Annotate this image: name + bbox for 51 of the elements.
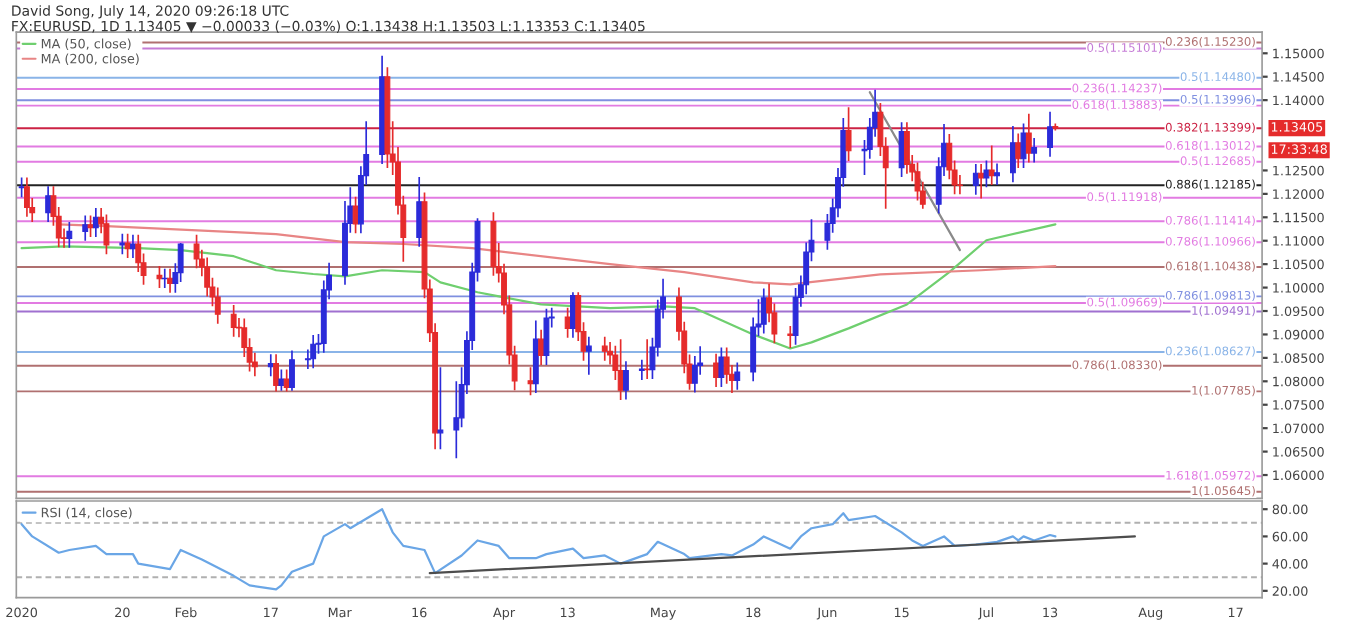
- candlestick: [124, 232, 131, 259]
- line-series: [20, 508, 1057, 591]
- candlestick: [66, 221, 73, 249]
- candlestick: [644, 338, 651, 380]
- candlestick: [352, 195, 359, 235]
- candlestick: [903, 121, 910, 175]
- candlestick: [543, 307, 550, 366]
- candlestick: [532, 319, 539, 394]
- candlestick: [564, 306, 571, 339]
- candlestick: [193, 233, 200, 270]
- candlestick: [230, 304, 237, 338]
- candlestick: [787, 325, 794, 349]
- candlestick: [437, 366, 444, 451]
- candlestick: [1009, 125, 1016, 183]
- candlestick: [490, 211, 497, 277]
- candlestick: [601, 335, 608, 362]
- candlestick: [204, 256, 211, 298]
- candlestick: [972, 163, 979, 196]
- candlestick: [278, 368, 285, 392]
- candlestick: [130, 233, 136, 259]
- candlestick: [760, 287, 767, 335]
- candlestick: [103, 213, 110, 256]
- candlestick: [23, 176, 30, 218]
- candlestick: [718, 346, 725, 388]
- candlestick: [283, 368, 290, 393]
- candlestick: [119, 232, 126, 256]
- candlestick: [734, 361, 741, 391]
- candlestick: [956, 174, 963, 196]
- candlestick: [1025, 112, 1032, 164]
- candlestick: [1031, 137, 1038, 164]
- candlestick: [988, 144, 995, 186]
- candlestick: [983, 159, 990, 189]
- candlestick: [527, 366, 534, 397]
- candlestick: [18, 176, 25, 198]
- candlestick: [914, 161, 921, 202]
- candlestick: [623, 360, 629, 401]
- candlestick: [978, 163, 985, 200]
- candlestick: [82, 214, 89, 242]
- candlestick: [310, 334, 317, 370]
- candlestick: [273, 353, 280, 393]
- candlestick: [585, 335, 592, 376]
- candlestick: [87, 214, 94, 238]
- candlestick: [1020, 122, 1027, 169]
- candlestick: [845, 106, 852, 162]
- candlestick: [214, 286, 221, 325]
- candlestick: [1047, 111, 1053, 158]
- candlestick: [638, 358, 645, 381]
- candlestick: [289, 349, 295, 392]
- candlestick: [994, 162, 1000, 186]
- candlestick: [723, 346, 730, 385]
- candlestick: [156, 265, 163, 289]
